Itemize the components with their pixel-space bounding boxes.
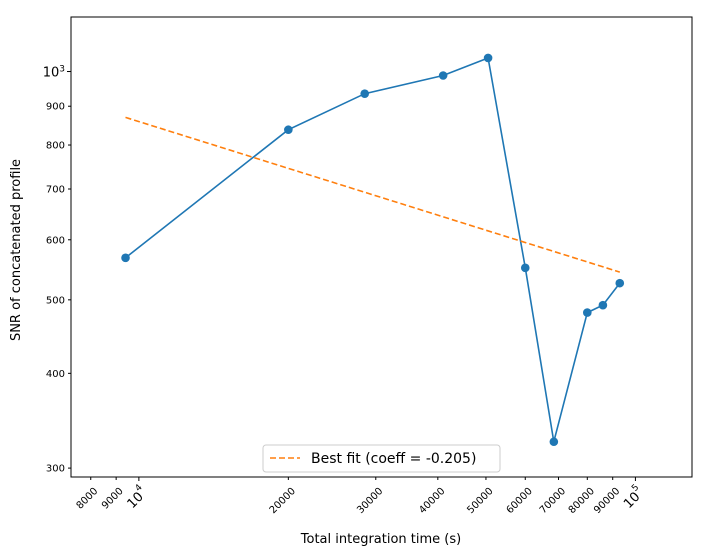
x-tick-label: 20000 [268,486,298,516]
data-point [438,71,448,80]
y-tick-label: 800 [46,141,65,152]
y-tick-label: 500 [46,295,65,306]
data-point [520,263,530,273]
y-tick-label: 700 [46,185,65,196]
x-tick-label: 50000 [465,486,495,516]
y-tick-label: 600 [46,235,65,246]
x-tick-label: 40000 [417,486,447,516]
y-tick-label: 300 [46,464,65,475]
plot-frame [70,16,693,478]
x-tick-label: 70000 [538,486,568,516]
data-point [360,89,370,98]
x-tick-label: 9000 [100,486,126,512]
x-tick-label: 80000 [567,486,597,516]
x-tick-label: 30000 [355,486,385,516]
y-tick-label: 103 [43,65,65,81]
y-axis-ticks: 300 400 500 600 700 800 900 103 [43,65,71,475]
data-point [483,53,493,63]
series-line [125,56,621,442]
x-tick-label: 60000 [505,486,535,516]
data-point [615,278,625,288]
x-tick-label: 105 [618,482,647,511]
legend-frame [262,444,501,473]
y-axis-label: SNR of concatenated profile [9,159,24,341]
x-tick-label: 104 [122,482,152,512]
x-tick-label: 8000 [75,486,101,512]
data-point [121,253,130,263]
data-point [284,125,293,135]
best-fit-line [125,116,621,273]
plot-background [71,17,692,477]
y-tick-label: 400 [46,369,65,380]
x-axis-label: Total integration time (s) [300,532,461,547]
series-layer [121,53,625,447]
y-tick-label: 900 [46,102,65,113]
data-point [583,308,592,317]
legend-label-best-fit: Best fit (coeff = -0.205) [311,451,476,467]
x-tick-label: 90000 [592,486,622,516]
data-point [549,437,559,447]
legend: Best fit (coeff = -0.205) [262,444,501,473]
data-point [598,300,608,310]
